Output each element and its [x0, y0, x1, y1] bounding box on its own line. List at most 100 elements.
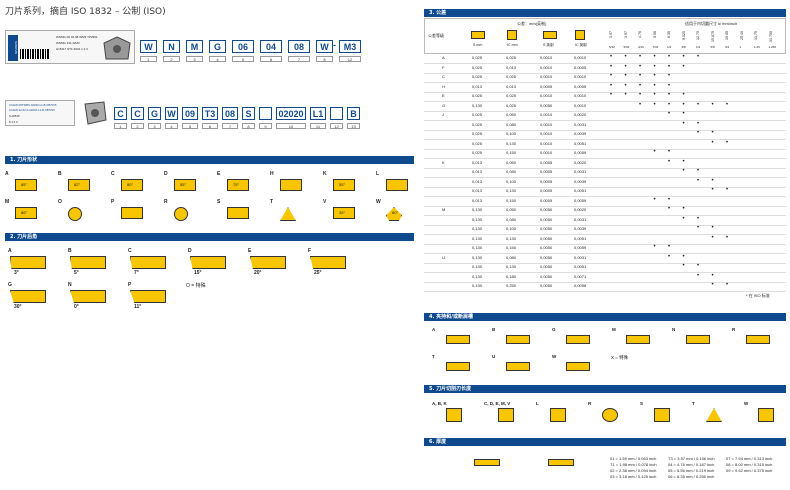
tol-s-in: 0,0050	[540, 226, 553, 231]
ic-inch: 3/8	[681, 45, 686, 49]
clearance-letter: C	[128, 248, 132, 254]
tol-ic: 0,025	[506, 74, 517, 79]
tol-ic-in: 0,0020	[574, 207, 587, 212]
label2-line-4: 8 1 2 3	[9, 120, 18, 124]
insert-shape	[227, 207, 249, 219]
tol-group: M	[442, 207, 446, 212]
tol-dot: •	[624, 73, 627, 79]
insert-shape	[174, 207, 188, 221]
code2-box: T3	[202, 107, 218, 120]
clearance-letter: P	[128, 282, 132, 288]
tol-dot: •	[624, 54, 627, 60]
tol-dot: •	[653, 196, 656, 203]
tol-s: 0,025	[472, 131, 483, 136]
ic-size: 6.35	[667, 31, 671, 38]
tol-s: 0,025	[472, 55, 483, 60]
ic-size: 12.70	[696, 31, 700, 40]
tol-ic-in: 0,0098	[574, 283, 587, 288]
ic-inch: 1/4	[667, 45, 672, 49]
edge-letter: T	[692, 401, 695, 406]
tol-dot: •	[682, 120, 685, 127]
thickness-item: T1 = 1.98 mm / 0.078 inch	[610, 462, 657, 467]
code2-box	[259, 107, 272, 120]
tol-ic-in: 0,0059	[574, 150, 587, 155]
tol-row-line	[424, 272, 786, 273]
tol-row-line	[424, 91, 786, 93]
tol-ic-in: 0,0059	[574, 245, 587, 250]
tol-ic-in: 0,0010	[574, 102, 587, 108]
shape-letter: W	[376, 199, 381, 205]
tol-shape-s	[471, 31, 485, 39]
tol-dot: •	[726, 187, 729, 193]
clearance-shape	[250, 256, 286, 269]
tol-group: U	[442, 254, 445, 260]
thickness-item: 02 = 2.38 mm / 0.094 inch	[610, 468, 657, 473]
tol-ic-in: 0,0031	[574, 254, 587, 260]
tol-s: 0,013	[472, 83, 483, 89]
label2-line-2: CCGW 32.52-S-02020-L1-B CB7015	[9, 108, 55, 112]
tol-ic-in: 0,0051	[574, 140, 587, 146]
edge-shape	[758, 408, 774, 422]
col-ic-in: IC 英制	[575, 43, 587, 47]
code2-num: 3	[148, 123, 161, 129]
tol-ic-in: 0,0031	[574, 216, 587, 222]
chipbreaker-letter: T	[432, 354, 435, 359]
tol-dot: •	[711, 187, 714, 193]
thickness-shape-2	[548, 459, 574, 466]
tol-dot: •	[610, 82, 613, 89]
tol-dot: •	[711, 282, 714, 288]
shape-letter: T	[270, 199, 274, 205]
tol-dot: •	[653, 244, 656, 250]
tol-shape-ic	[507, 30, 517, 40]
tol-dot: •	[682, 206, 685, 212]
tol-dot: •	[682, 63, 685, 70]
tol-dot: •	[697, 120, 700, 127]
col-s-in: S 英制	[543, 43, 554, 47]
shape-angle: 82°	[74, 182, 81, 187]
clearance-angle: 20°	[254, 270, 262, 276]
clearance-angle: 5°	[74, 270, 79, 276]
tol-ic-in: 0,0010	[574, 55, 587, 60]
insert-shape	[121, 207, 143, 219]
label-line-3: H15117 STF 4001 1 2 3	[56, 47, 88, 51]
code1-box: M	[186, 40, 203, 53]
code1-num: 5	[232, 56, 254, 62]
tol-ic: 0,050	[506, 112, 517, 117]
tol-s: 0,130	[472, 273, 483, 279]
ic-size: 3.97	[623, 31, 628, 38]
tol-ic-in: 0,0059	[574, 197, 587, 203]
clearance-angle: 3°	[14, 270, 19, 276]
tol-row-line	[424, 72, 786, 74]
tol-row-line	[424, 120, 786, 121]
class-label: 公差等级	[428, 33, 444, 38]
tol-dot: •	[697, 54, 700, 60]
clearance-angle: 11°	[134, 304, 142, 310]
shape-letter: P	[111, 199, 115, 205]
tol-ic-in: 0,0020	[574, 112, 587, 117]
tol-s-in: 0,0050	[540, 254, 553, 260]
clearance-shape	[310, 256, 346, 269]
ic-inch: 1.250	[768, 45, 777, 49]
ic-inch: 5/32	[623, 45, 630, 49]
chipbreaker-shape	[626, 335, 650, 344]
insert-shape: 86°	[15, 207, 37, 219]
tol-s: 0,025	[472, 121, 483, 127]
tol-dot: •	[668, 73, 671, 79]
clearance-letter: E	[248, 248, 252, 254]
tol-row-line	[424, 101, 786, 102]
tol-ic-in: 0,0010	[574, 93, 587, 98]
tol-group: C	[442, 74, 445, 79]
thickness-item: 04 = 4.76 mm / 0.187 inch	[668, 462, 715, 467]
tol-dot: •	[668, 244, 671, 250]
tol-ic: 0,080	[506, 121, 517, 127]
shape-letter: M	[5, 199, 10, 205]
tol-ic-in: 0,0005	[574, 64, 587, 70]
tol-dot: •	[726, 101, 729, 108]
chipbreaker-shape	[506, 335, 530, 344]
code2-num: 4	[165, 123, 178, 129]
tol-ic: 0,013	[506, 64, 517, 70]
col-s: S mm	[473, 43, 483, 47]
tol-s-in: 0,0010	[540, 74, 553, 79]
section-bar-3: 3. 公差	[424, 9, 786, 17]
shape-angle: 55°	[180, 182, 187, 187]
